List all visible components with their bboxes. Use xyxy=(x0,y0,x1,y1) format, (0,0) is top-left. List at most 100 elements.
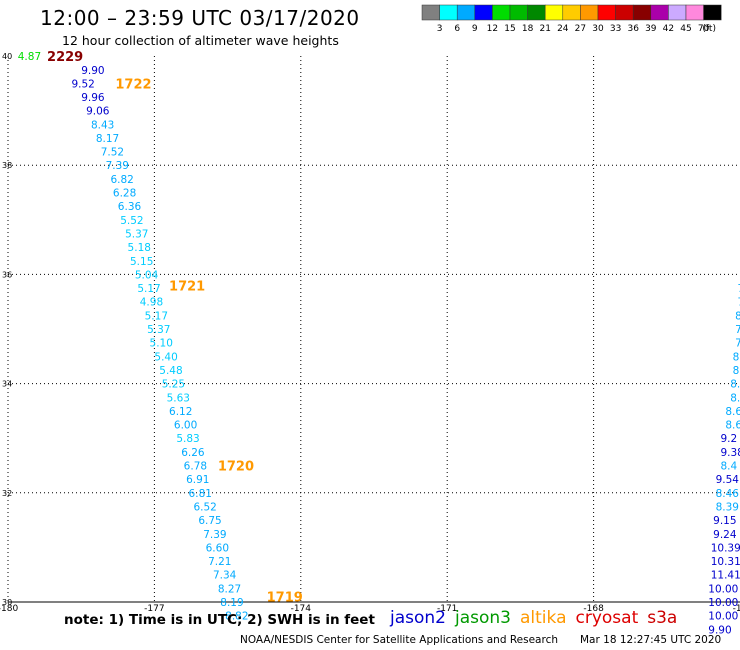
x-tick-label: -168 xyxy=(583,604,604,614)
credit-text: NOAA/NESDIS Center for Satellite Applica… xyxy=(240,634,558,646)
swh-value-label: 6.26 xyxy=(181,447,205,459)
swh-value-label: 7. xyxy=(735,338,740,350)
swh-value-label: 11.41 xyxy=(711,570,740,582)
swh-value-label: 6.60 xyxy=(206,542,229,554)
time-label: 1720 xyxy=(218,460,254,475)
colorbar-label: 6 xyxy=(454,24,460,34)
swh-value-label: 9.2 xyxy=(720,433,737,445)
swh-value-label: 8.43 xyxy=(91,119,114,131)
legend-altika: altika xyxy=(520,608,567,628)
swh-value-label: 6.81 xyxy=(189,488,212,500)
swh-value-label: 5.83 xyxy=(176,433,199,445)
swh-value-label: 7.39 xyxy=(203,529,226,541)
legend-cryosat: cryosat xyxy=(575,608,639,628)
x-tick-label: -171 xyxy=(437,604,457,614)
swh-value-label: 9.38 xyxy=(720,447,740,459)
swh-value-label: 4.87 xyxy=(18,51,41,63)
y-tick-label: 38 xyxy=(2,161,12,170)
swh-value-label: 5.18 xyxy=(128,242,151,254)
y-tick-label: 32 xyxy=(2,489,12,498)
swh-value-label: 7.39 xyxy=(106,160,129,172)
swh-value-label: 6.36 xyxy=(118,201,142,213)
x-tick-label: -180 xyxy=(0,604,18,614)
swh-value-label: 5.52 xyxy=(120,215,143,227)
swh-value-label: 6.00 xyxy=(174,420,197,432)
swh-value-label: 10.00 xyxy=(708,583,738,595)
swh-value-label: 10.00 xyxy=(708,611,738,623)
colorbar-label: 45 xyxy=(680,24,691,34)
y-tick-label: 30 xyxy=(2,598,12,607)
y-tick-label: 40 xyxy=(2,52,12,61)
swh-value-label: 6.52 xyxy=(193,501,216,513)
colorbar-label: 33 xyxy=(610,24,621,34)
swh-value-label: 5.17 xyxy=(137,283,160,295)
swh-value-label: 9.96 xyxy=(81,92,105,104)
satellite-legend: jason2 jason3 altika cryosat s3a xyxy=(390,608,686,628)
legend-s3a: s3a xyxy=(647,608,678,628)
swh-value-label: 8.17 xyxy=(96,133,119,145)
swh-value-label: 8.4 xyxy=(720,461,737,473)
swh-value-label: 9.52 xyxy=(71,78,94,90)
swh-value-label: 6.12 xyxy=(169,406,192,418)
swh-value-label: 6.82 xyxy=(110,174,133,186)
colorbar-label: 9 xyxy=(472,24,478,34)
swh-value-label: 5.63 xyxy=(167,392,190,404)
colorbar-unit: (ft) xyxy=(702,24,716,34)
swh-value-label: 9.24 xyxy=(713,529,737,541)
time-label: 1722 xyxy=(115,77,151,92)
x-tick-label: -16 xyxy=(733,604,740,614)
colorbar-label: 42 xyxy=(663,24,674,34)
colorbar-label: 30 xyxy=(592,24,604,34)
swh-value-label: 5.37 xyxy=(147,324,170,336)
legend-jason3: jason3 xyxy=(455,608,511,628)
swh-value-label: 8.46 xyxy=(716,488,740,500)
colorbar-label: 24 xyxy=(557,24,569,34)
swh-value-label: 8.82 xyxy=(225,611,248,623)
swh-value-label: 6.75 xyxy=(198,515,221,527)
swh-value-label: 10.31 xyxy=(711,556,740,568)
colorbar: 3 6 9 12 15 18 21 24 27 30 33 36 39 42 45 70(ft) xyxy=(421,4,722,34)
colorbar-label: 15 xyxy=(504,24,515,34)
swh-value-label: 5.15 xyxy=(130,256,153,268)
swh-value-label: 7.34 xyxy=(213,570,237,582)
swh-value-label: 8 xyxy=(735,310,740,322)
colorbar-label: 12 xyxy=(487,24,498,34)
colorbar-label: 18 xyxy=(522,24,534,34)
time-label: 2229 xyxy=(47,50,83,65)
swh-value-label: 9.90 xyxy=(81,65,104,77)
swh-value-label: 5.37 xyxy=(125,228,148,240)
swh-value-label: 8. xyxy=(733,365,740,377)
swh-value-label: 9.90 xyxy=(708,624,731,636)
swh-value-label: 7 xyxy=(738,297,740,309)
colorbar-label: 3 xyxy=(437,24,443,34)
swh-value-label: 10.39 xyxy=(711,542,740,554)
swh-value-label: 7 xyxy=(738,283,740,295)
swh-value-label: 5.25 xyxy=(162,379,185,391)
swh-value-label: 10.00 xyxy=(708,597,738,609)
swh-value-label: 8.39 xyxy=(716,501,739,513)
swh-value-label: 7.52 xyxy=(101,147,124,159)
x-tick-label: -174 xyxy=(291,604,312,614)
swh-value-label: 6.78 xyxy=(184,461,207,473)
x-tick-label: -177 xyxy=(144,604,164,614)
legend-jason2: jason2 xyxy=(390,608,446,628)
colorbar-label: 36 xyxy=(627,24,639,34)
swh-value-label: 4.98 xyxy=(140,297,163,309)
swh-value-label: 7. xyxy=(735,324,740,336)
y-tick-label: 36 xyxy=(2,270,12,279)
swh-value-label: 5.17 xyxy=(145,310,168,322)
colorbar-swatch xyxy=(703,4,722,21)
note-text: note: 1) Time is in UTC; 2) SWH is in fe… xyxy=(64,612,375,628)
time-label: 1719 xyxy=(267,591,303,606)
swh-value-label: 5.04 xyxy=(135,269,159,281)
swh-value-label: 9.54 xyxy=(716,474,740,486)
chart-title: 12:00 – 23:59 UTC 03/17/2020 xyxy=(40,6,360,30)
swh-value-label: 6.28 xyxy=(113,188,136,200)
swh-value-label: 9.15 xyxy=(713,515,736,527)
colorbar-label: 21 xyxy=(539,24,550,34)
swh-value-label: 8. xyxy=(730,379,740,391)
timestamp-text: Mar 18 12:27:45 UTC 2020 xyxy=(580,634,722,646)
swh-value-label: 8.6 xyxy=(730,392,740,404)
time-label: 1721 xyxy=(169,279,205,294)
chart-subtitle: 12 hour collection of altimeter wave hei… xyxy=(62,33,339,48)
